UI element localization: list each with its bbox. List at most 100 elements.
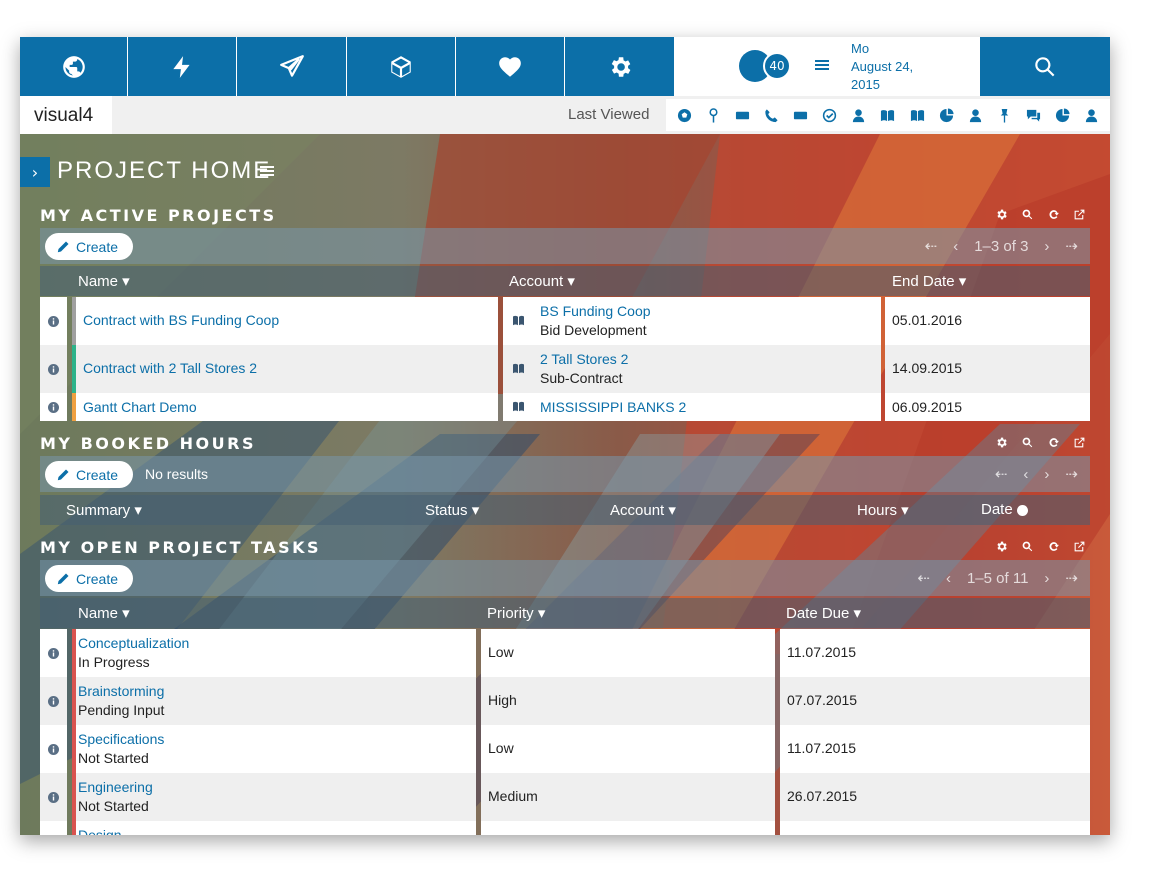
- account-link[interactable]: BS Funding Coop: [540, 303, 651, 319]
- last-page-arrow-icon[interactable]: ⇢: [1065, 466, 1078, 483]
- pushpin-icon[interactable]: [996, 107, 1012, 123]
- user-icon[interactable]: [851, 107, 867, 123]
- card-icon[interactable]: [735, 107, 751, 123]
- column-priority[interactable]: Priority ▾: [487, 605, 546, 622]
- nav-settings-button[interactable]: [565, 37, 674, 96]
- pie-icon[interactable]: [1054, 107, 1070, 123]
- search-icon[interactable]: [1021, 540, 1034, 553]
- table-row[interactable]: Brainstorming Pending Input High 07.07.2015: [40, 677, 1090, 725]
- table-row[interactable]: Contract with BS Funding Coop BS Funding…: [40, 297, 1090, 345]
- nav-globe-button[interactable]: [20, 37, 127, 96]
- first-page-arrow-icon[interactable]: ⇠: [924, 238, 938, 255]
- account-link[interactable]: MISSISSIPPI BANKS 2: [540, 399, 687, 415]
- table-row[interactable]: Conceptualization In Progress Low 11.07.201…: [40, 629, 1090, 677]
- prev-page-chevron-icon[interactable]: ‹: [1023, 465, 1029, 483]
- create-label: Create: [76, 238, 119, 255]
- card-icon[interactable]: [793, 107, 809, 123]
- task-name-link[interactable]: Specifications: [78, 731, 165, 747]
- task-name-link[interactable]: Brainstorming: [78, 683, 165, 699]
- nav-products-button[interactable]: [347, 37, 455, 96]
- project-name-link[interactable]: Contract with BS Funding Coop: [83, 312, 280, 328]
- search-icon[interactable]: [1021, 436, 1034, 449]
- book-icon[interactable]: [880, 107, 896, 123]
- prev-page-chevron-icon[interactable]: ‹: [945, 569, 951, 587]
- refresh-icon[interactable]: [1047, 436, 1060, 449]
- refresh-icon[interactable]: [1047, 208, 1060, 221]
- column-end-date[interactable]: End Date ▾: [892, 273, 967, 290]
- external-link-icon[interactable]: [1073, 540, 1086, 553]
- column-name[interactable]: Name ▾: [78, 273, 130, 290]
- next-page-chevron-icon[interactable]: ›: [1044, 237, 1050, 255]
- info-icon[interactable]: [40, 345, 67, 393]
- status-stripe: [72, 725, 76, 773]
- info-icon[interactable]: [40, 821, 67, 835]
- nav-favorites-button[interactable]: [456, 37, 564, 96]
- hamburger-menu-icon[interactable]: [814, 57, 830, 73]
- user-icon[interactable]: [1083, 107, 1099, 123]
- chat-icon[interactable]: [1025, 107, 1041, 123]
- column-summary[interactable]: Summary ▾: [66, 502, 142, 519]
- info-icon[interactable]: [40, 725, 67, 773]
- phone-icon[interactable]: [764, 107, 780, 123]
- notifications-badge[interactable]: 40: [739, 50, 797, 82]
- pin-icon[interactable]: [706, 107, 722, 123]
- search-icon[interactable]: [1021, 208, 1034, 221]
- nav-activity-button[interactable]: [128, 37, 236, 96]
- first-page-arrow-icon[interactable]: ⇠: [917, 570, 930, 587]
- external-link-icon[interactable]: [1073, 436, 1086, 449]
- table-row[interactable]: Engineering Not Started Medium 26.07.2015: [40, 773, 1090, 821]
- app-name[interactable]: visual4: [20, 96, 112, 134]
- create-hours-button[interactable]: Create: [45, 461, 133, 488]
- next-page-chevron-icon[interactable]: ›: [1044, 465, 1050, 483]
- column-name[interactable]: Name ▾: [78, 605, 130, 622]
- book-icon: [513, 315, 524, 326]
- task-name-link[interactable]: Design: [78, 827, 122, 835]
- pie-icon[interactable]: [938, 107, 954, 123]
- column-hours[interactable]: Hours ▾: [857, 502, 909, 519]
- soccer-icon[interactable]: [677, 107, 693, 123]
- search-button[interactable]: [980, 37, 1110, 96]
- last-page-arrow-icon[interactable]: ⇢: [1065, 570, 1078, 587]
- info-icon[interactable]: [40, 677, 67, 725]
- check-circle-icon[interactable]: [822, 107, 838, 123]
- column-date-due[interactable]: Date Due ▾: [786, 605, 862, 622]
- column-date[interactable]: Date: [981, 501, 1028, 518]
- refresh-icon[interactable]: [1047, 540, 1060, 553]
- prev-page-chevron-icon[interactable]: ‹: [953, 237, 959, 255]
- column-account[interactable]: Account ▾: [509, 273, 575, 290]
- table-row[interactable]: Contract with 2 Tall Stores 2 2 Tall Sto…: [40, 345, 1090, 393]
- column-status[interactable]: Status ▾: [425, 502, 480, 519]
- booked-hours-toolbar: Create No results ⇠ ‹ › ⇢: [40, 456, 1090, 492]
- first-page-arrow-icon[interactable]: ⇠: [994, 466, 1008, 483]
- user-icon[interactable]: [967, 107, 983, 123]
- table-row[interactable]: Design: [40, 821, 1090, 835]
- open-tasks-tools: [995, 540, 1086, 553]
- project-name-link[interactable]: Gantt Chart Demo: [83, 399, 197, 415]
- status-stripe: [72, 677, 76, 725]
- task-name-link[interactable]: Engineering: [78, 779, 153, 795]
- last-page-arrow-icon[interactable]: ⇢: [1065, 238, 1078, 255]
- nav-send-button[interactable]: [237, 37, 346, 96]
- info-icon[interactable]: [40, 773, 67, 821]
- settings-gear-icon[interactable]: [995, 436, 1008, 449]
- table-row[interactable]: Specifications Not Started Low 11.07.2015: [40, 725, 1090, 773]
- info-icon[interactable]: [40, 393, 67, 421]
- sidebar-toggle-button[interactable]: ›: [20, 157, 50, 187]
- task-name-link[interactable]: Conceptualization: [78, 635, 190, 651]
- info-icon[interactable]: [40, 629, 67, 677]
- external-link-icon[interactable]: [1073, 208, 1086, 221]
- settings-gear-icon[interactable]: [995, 208, 1008, 221]
- open-tasks-table: Conceptualization In Progress Low 11.07.201…: [40, 629, 1090, 835]
- project-name-link[interactable]: Contract with 2 Tall Stores 2: [83, 360, 258, 376]
- table-row[interactable]: Gantt Chart Demo MISSISSIPPI BANKS 2 06.…: [40, 393, 1090, 421]
- account-link[interactable]: 2 Tall Stores 2: [540, 351, 629, 367]
- active-projects-header: Name ▾ Account ▾ End Date ▾: [40, 266, 1090, 296]
- create-task-button[interactable]: Create: [45, 565, 133, 592]
- info-icon[interactable]: [40, 297, 67, 345]
- settings-gear-icon[interactable]: [995, 540, 1008, 553]
- next-page-chevron-icon[interactable]: ›: [1044, 569, 1050, 587]
- book-icon[interactable]: [909, 107, 925, 123]
- create-project-button[interactable]: Create: [45, 233, 133, 260]
- page-menu-icon[interactable]: [260, 164, 274, 178]
- column-account[interactable]: Account ▾: [610, 502, 676, 519]
